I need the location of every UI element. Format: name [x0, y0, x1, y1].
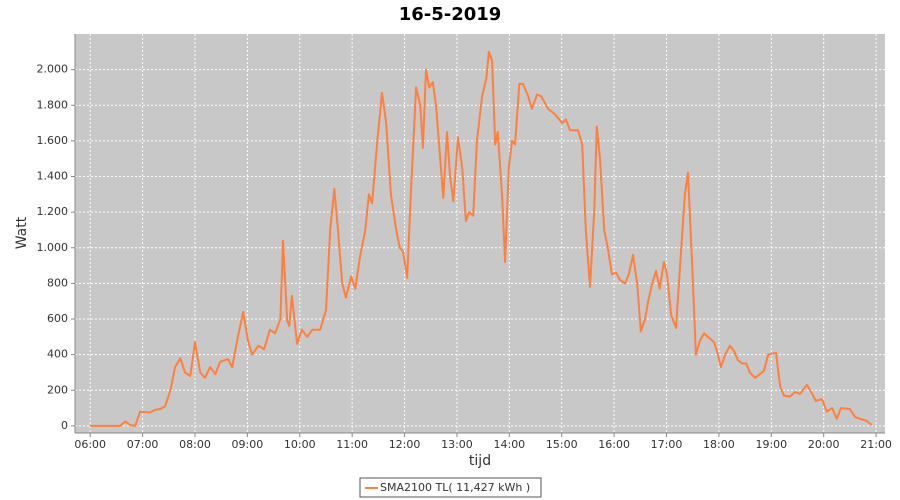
x-tick-label: 06:00	[74, 438, 106, 451]
chart-title: 16-5-2019	[399, 4, 502, 25]
x-tick-label: 18:00	[703, 438, 735, 451]
x-tick-label: 15:00	[546, 438, 578, 451]
y-tick-label: 1.400	[37, 170, 69, 183]
legend-label: SMA2100 TL( 11,427 kWh )	[380, 481, 530, 494]
x-axis-label: tijd	[469, 453, 491, 469]
legend	[359, 477, 542, 498]
y-tick-label: 400	[47, 348, 68, 361]
x-tick-label: 07:00	[127, 438, 159, 451]
y-axis-label: Watt	[14, 216, 30, 249]
y-tick-label: 200	[47, 383, 68, 396]
x-tick-label: 16:00	[598, 438, 630, 451]
y-tick-label: 1.800	[37, 98, 69, 111]
x-tick-label: 17:00	[651, 438, 683, 451]
x-tick-label: 13:00	[441, 438, 473, 451]
y-tick-label: 0	[61, 419, 68, 432]
y-tick-label: 600	[47, 312, 68, 325]
y-tick-label: 2.000	[37, 63, 69, 76]
x-tick-label: 19:00	[755, 438, 787, 451]
y-tick-label: 1.200	[37, 205, 69, 218]
x-tick-label: 20:00	[808, 438, 840, 451]
x-tick-label: 08:00	[179, 438, 211, 451]
x-tick-label: 21:00	[860, 438, 892, 451]
x-tick-label: 10:00	[284, 438, 316, 451]
data-line	[90, 50, 873, 427]
y-tick-label: 1.600	[37, 134, 69, 147]
y-tick-label: 1.000	[37, 241, 69, 254]
y-tick-label: 800	[47, 276, 68, 289]
x-tick-label: 11:00	[336, 438, 368, 451]
x-tick-label: 12:00	[389, 438, 421, 451]
x-tick-label: 09:00	[232, 438, 264, 451]
plot-area	[75, 34, 885, 433]
x-tick-label: 14:00	[493, 438, 525, 451]
